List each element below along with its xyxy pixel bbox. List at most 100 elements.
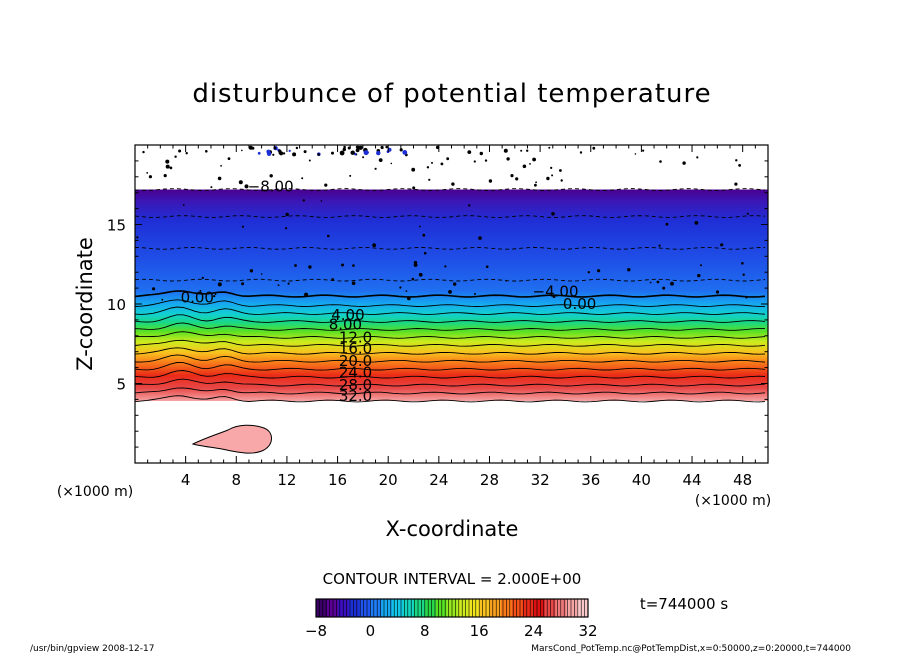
speck [366,151,369,154]
speck [551,174,554,177]
speck [520,149,523,152]
speck [700,264,702,267]
contour-label: 0.00 [563,295,596,313]
speck [738,164,741,167]
contour-line [135,370,766,379]
speck [402,150,408,155]
speck [214,293,217,296]
speck [343,145,346,149]
colorbar-swatch [468,599,480,617]
colorbar-swatch [370,599,382,617]
speck [634,153,637,155]
footer-right: MarsCond_PotTemp.nc@PotTempDist,x=0:5000… [531,644,851,654]
speck [302,199,305,202]
speck [152,287,156,291]
y-axis: 5 10 15 [107,144,768,464]
speck [627,268,631,272]
speck [272,153,275,156]
speck [597,269,601,273]
speck [662,286,666,290]
speck [529,163,531,165]
speck [411,277,415,281]
colorbar-tick-label: −8 [305,622,327,640]
speck [266,149,271,154]
speck [308,159,311,162]
speck [642,149,645,152]
speck [682,161,686,165]
speck [488,179,493,183]
speck [363,150,369,156]
speck [278,149,282,153]
speck [331,278,335,281]
speck [185,152,188,155]
contour-label: 0.00 [181,289,214,307]
colorbar-swatch [490,599,502,617]
speck [285,212,289,217]
contour-lines [135,188,766,403]
y-tick-label: 10 [107,296,126,314]
speck [720,243,724,247]
x-tick-label: 28 [480,471,499,489]
speck [413,260,418,265]
colorbar-swatch [566,599,578,617]
speck [288,149,291,152]
speck [548,146,551,149]
speck [552,294,556,298]
speck [446,157,450,161]
colorbar-swatch [316,599,328,617]
speck [294,264,297,267]
speck [201,276,204,279]
speck [292,152,297,157]
speck [559,169,562,172]
speck [331,151,334,155]
speck [227,157,231,161]
speck [407,296,411,301]
speck [422,295,425,298]
speck [301,177,304,180]
speck [522,164,527,169]
colorbar-swatch [435,599,447,617]
speck [146,172,149,174]
speck [349,174,352,177]
speck [468,204,471,207]
z-unit-label: (×1000 m) [57,484,133,500]
x-tick-label: 4 [181,471,191,489]
speck [418,272,423,277]
speck [534,183,537,187]
speck [205,150,208,153]
speck [182,204,185,206]
speck [478,236,482,240]
speck [374,167,377,170]
contour-line [135,322,765,331]
speck [484,159,488,162]
speck [341,263,344,267]
contour-label: 20.0 [339,352,372,370]
speck [431,161,433,164]
x-axis-title: X-coordinate [386,517,519,541]
colorbar-swatch [424,599,437,617]
speck [378,158,383,163]
speck [161,298,164,301]
speck [742,273,745,276]
speck [324,183,328,187]
speck [505,279,508,282]
contour-line [135,314,766,323]
speck [715,290,720,294]
speck [448,290,452,294]
speck [399,148,403,152]
noise-specks [135,145,749,301]
speck [467,150,472,155]
contour-line [135,215,766,218]
speck [451,182,455,186]
speck [142,150,145,154]
contour-label: 28.0 [339,376,372,394]
speck [355,145,359,149]
speck [697,273,701,278]
speck [178,149,182,153]
time-label: t=744000 s [640,595,728,613]
plot-area [135,145,768,463]
colorbar-swatch [403,599,415,617]
speck [746,212,749,215]
contour-line [135,290,766,298]
speck [199,289,202,292]
